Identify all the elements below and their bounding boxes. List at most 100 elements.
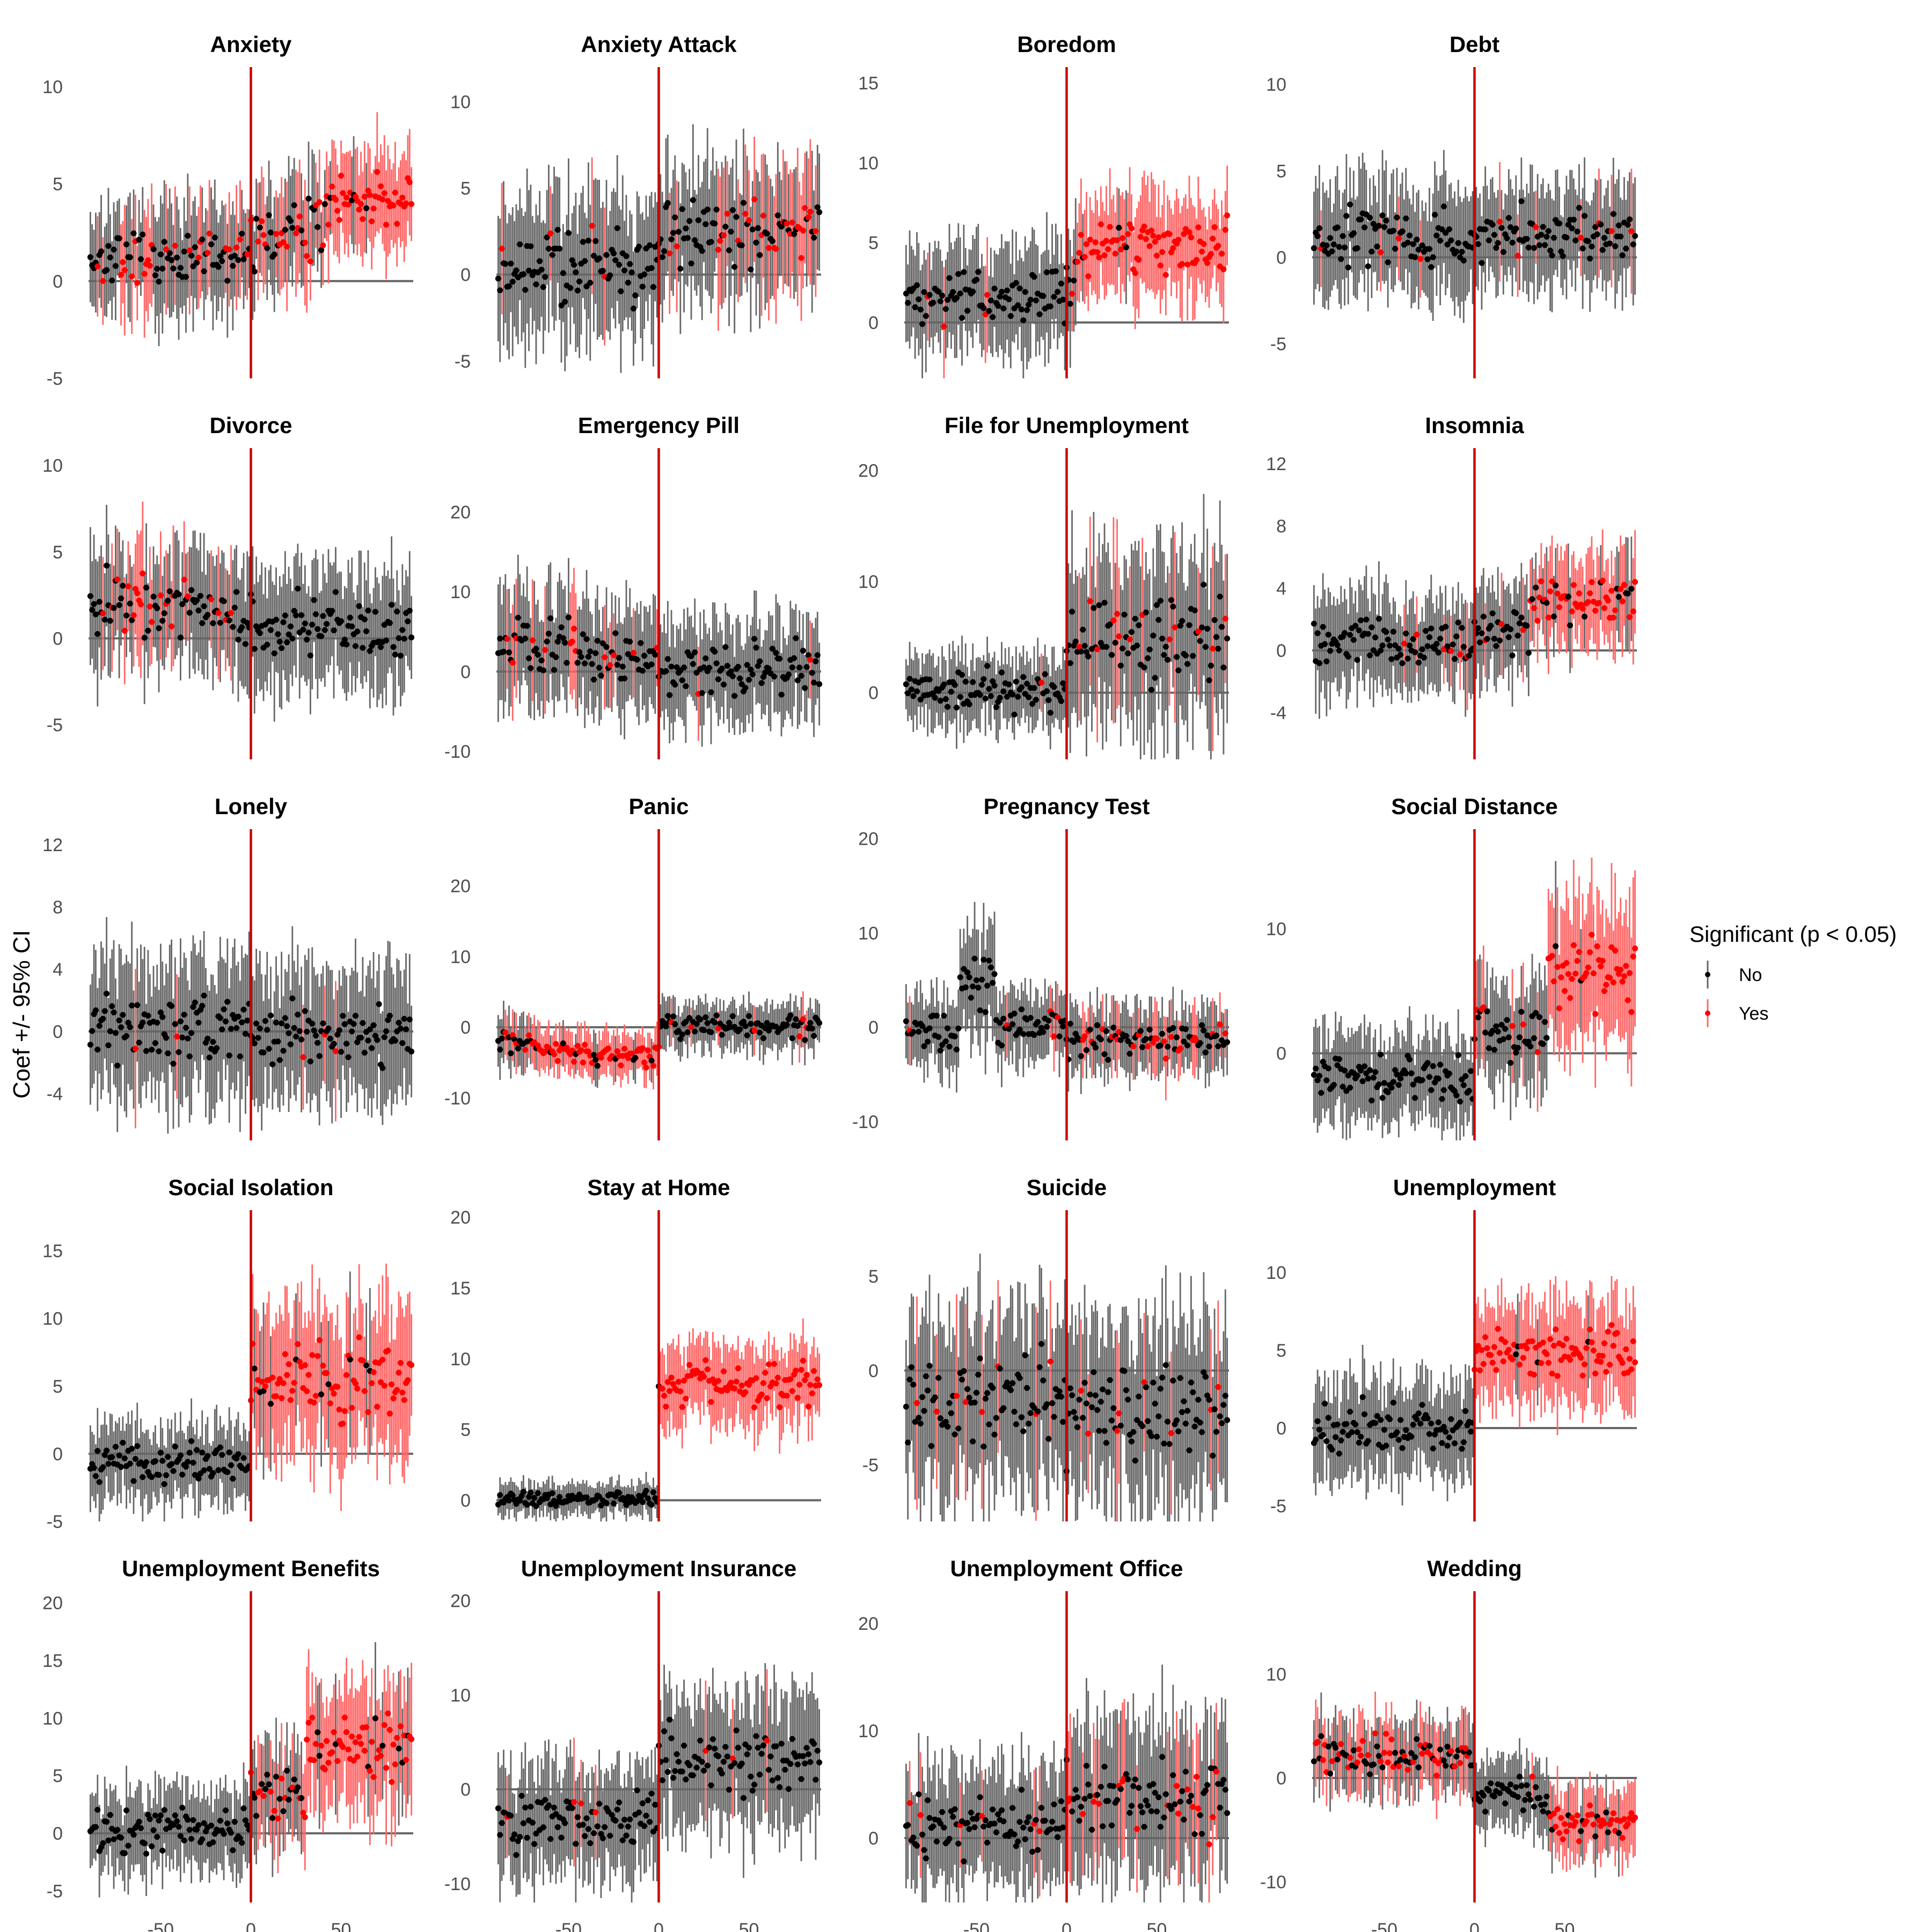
data-point xyxy=(279,645,285,652)
data-point xyxy=(251,646,258,652)
data-point xyxy=(1394,1071,1400,1078)
data-point xyxy=(318,1391,325,1397)
data-point xyxy=(378,644,384,650)
data-point xyxy=(287,1397,294,1403)
data-point xyxy=(1134,642,1140,649)
data-point xyxy=(589,223,595,229)
data-point xyxy=(684,235,691,241)
data-point xyxy=(970,679,976,685)
data-point xyxy=(1354,245,1360,251)
data-point xyxy=(1350,636,1357,643)
data-point xyxy=(1092,239,1099,245)
y-tick-label: 0 xyxy=(460,1490,471,1511)
data-point xyxy=(578,654,584,660)
data-point xyxy=(92,1473,99,1479)
data-point xyxy=(914,688,920,694)
data-point xyxy=(1029,701,1036,707)
data-point xyxy=(1435,1075,1441,1082)
data-point xyxy=(341,636,348,643)
data-point xyxy=(217,1444,223,1451)
data-point xyxy=(365,1409,371,1415)
data-point xyxy=(1619,252,1626,259)
data-point xyxy=(313,611,319,618)
data-point xyxy=(686,1015,693,1021)
data-point xyxy=(165,1454,171,1460)
data-point xyxy=(240,1455,247,1461)
points-emergency-pill xyxy=(495,614,823,699)
data-point xyxy=(1123,244,1129,251)
data-point xyxy=(699,248,705,254)
data-point xyxy=(214,1045,220,1051)
data-point xyxy=(1067,660,1073,667)
data-point xyxy=(194,259,200,266)
data-point xyxy=(737,675,743,682)
data-point xyxy=(549,252,555,258)
data-point xyxy=(1024,680,1030,687)
data-point xyxy=(800,1016,806,1022)
data-point xyxy=(1363,616,1370,623)
data-point xyxy=(1058,280,1064,287)
data-point xyxy=(98,248,105,254)
data-point xyxy=(1097,1036,1104,1043)
data-point xyxy=(1459,248,1465,255)
data-point xyxy=(1550,235,1557,241)
data-point xyxy=(1011,1011,1018,1017)
data-point xyxy=(1067,1020,1073,1027)
data-point xyxy=(291,1024,297,1031)
y-tick-label: 0 xyxy=(868,683,879,704)
data-point xyxy=(91,601,97,608)
data-point xyxy=(192,1472,198,1478)
data-point xyxy=(1069,609,1075,615)
data-point xyxy=(1390,228,1396,234)
data-point xyxy=(150,594,157,600)
data-point xyxy=(260,232,267,238)
data-point xyxy=(905,299,911,306)
data-point xyxy=(1404,239,1411,246)
data-point xyxy=(1166,636,1173,642)
data-point xyxy=(183,274,189,280)
data-point xyxy=(1358,1067,1364,1074)
data-point xyxy=(777,655,783,662)
data-point xyxy=(282,1351,288,1357)
data-point xyxy=(396,635,402,641)
data-point xyxy=(1468,1068,1474,1074)
data-point xyxy=(1085,273,1092,280)
data-point xyxy=(1125,231,1131,237)
data-point xyxy=(917,697,924,703)
data-point xyxy=(1220,664,1227,671)
y-tick-label: 0 xyxy=(53,1444,63,1465)
data-point xyxy=(1314,630,1321,636)
data-point xyxy=(1574,958,1580,964)
data-point xyxy=(210,620,216,626)
data-point xyxy=(1378,647,1384,654)
data-point xyxy=(92,1007,99,1014)
data-point xyxy=(199,620,206,626)
data-point xyxy=(538,657,545,664)
data-point xyxy=(728,668,734,675)
data-point xyxy=(805,214,811,221)
data-point xyxy=(769,646,775,652)
data-point xyxy=(316,199,323,206)
data-point xyxy=(1161,652,1167,658)
data-point xyxy=(952,682,958,688)
data-point xyxy=(396,1370,402,1376)
data-point xyxy=(526,1032,532,1038)
data-point xyxy=(1558,248,1564,255)
data-point xyxy=(1316,1073,1322,1079)
data-point xyxy=(1137,233,1144,240)
data-point xyxy=(919,321,926,327)
data-point xyxy=(370,1022,377,1028)
data-point xyxy=(340,1421,346,1427)
data-point xyxy=(1632,579,1638,585)
data-point xyxy=(1390,1079,1396,1085)
data-point xyxy=(569,638,575,645)
data-point xyxy=(112,1444,119,1450)
data-point xyxy=(389,602,395,608)
data-point xyxy=(1215,243,1221,249)
data-point xyxy=(152,1040,158,1046)
data-point xyxy=(325,1025,332,1031)
data-point xyxy=(1632,233,1638,239)
data-point xyxy=(1509,652,1516,658)
data-point xyxy=(321,627,328,633)
